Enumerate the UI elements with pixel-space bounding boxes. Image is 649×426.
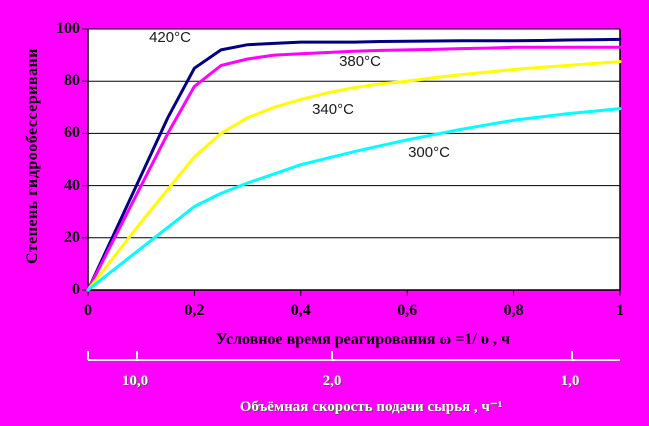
x-tick-label: 0,4 xyxy=(290,302,311,319)
curve-label-340°C: 340°C xyxy=(312,101,354,118)
x-tick-label: 0,6 xyxy=(397,302,418,319)
secondary-tick-label: 2,0 xyxy=(322,373,342,389)
x-tick-label: 0,8 xyxy=(503,302,524,319)
y-tick-label: 40 xyxy=(64,176,80,194)
y-axis-title: Степень гидрообессеривани xyxy=(24,47,41,265)
curve-300°C xyxy=(86,107,622,292)
curve-340°C xyxy=(86,60,622,292)
plot-background xyxy=(88,29,620,290)
secondary-tick-label: 1,0 xyxy=(560,373,580,389)
y-tick-label: 60 xyxy=(64,124,80,142)
x-tick-label: 0,2 xyxy=(184,302,205,319)
x-tick-label: 0 xyxy=(84,302,92,319)
secondary-tick-label: 10,0 xyxy=(121,373,149,389)
curve-label-420°C: 420°C xyxy=(149,29,191,46)
y-tick-label: 100 xyxy=(56,20,80,37)
curve-380°C xyxy=(86,45,622,292)
x-tick-label: 1 xyxy=(616,302,624,319)
curve-label-300°C: 300°C xyxy=(408,144,450,161)
x-axis-title: Условное время реагирования ω =1/ υ , ч xyxy=(215,331,511,348)
y-tick-label: 20 xyxy=(64,228,80,246)
curve-label-380°C: 380°C xyxy=(339,53,381,70)
secondary-axis-title: Объёмная скорость подачи сырья , ч⁻¹ xyxy=(239,399,503,415)
curve-420°C xyxy=(86,37,622,292)
y-tick-label: 80 xyxy=(64,72,80,90)
y-tick-label: 0 xyxy=(72,281,80,298)
